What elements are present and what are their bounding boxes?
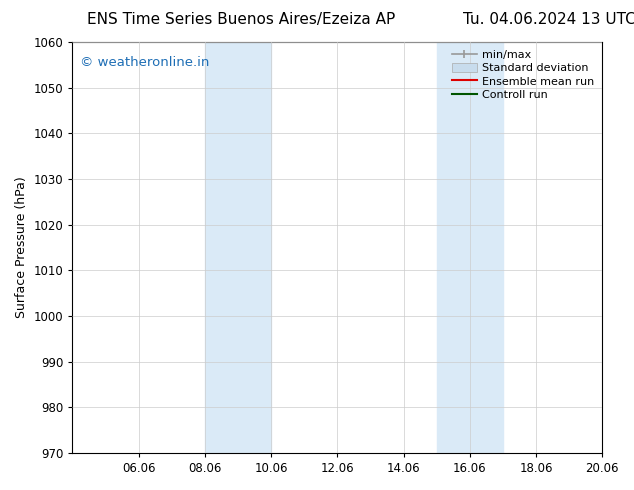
Text: ENS Time Series Buenos Aires/Ezeiza AP: ENS Time Series Buenos Aires/Ezeiza AP bbox=[87, 12, 395, 27]
Text: © weatheronline.in: © weatheronline.in bbox=[81, 56, 210, 70]
Bar bbox=[437, 42, 503, 453]
Text: Tu. 04.06.2024 13 UTC: Tu. 04.06.2024 13 UTC bbox=[463, 12, 634, 27]
Y-axis label: Surface Pressure (hPa): Surface Pressure (hPa) bbox=[15, 176, 28, 318]
Bar bbox=[205, 42, 271, 453]
Legend: min/max, Standard deviation, Ensemble mean run, Controll run: min/max, Standard deviation, Ensemble me… bbox=[450, 48, 597, 102]
